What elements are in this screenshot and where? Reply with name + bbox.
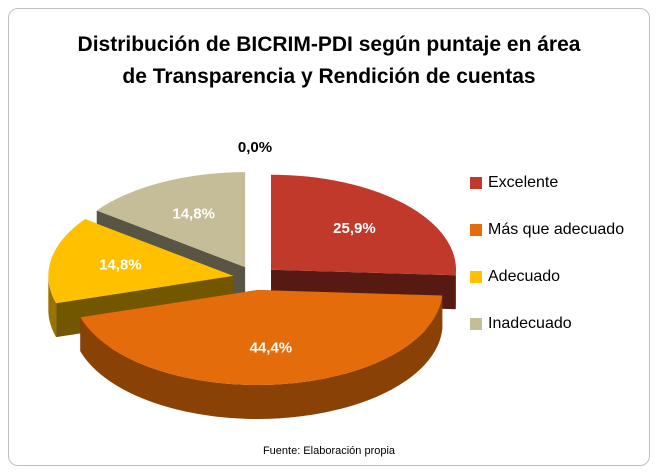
data-label: 0,0% [238,139,272,156]
legend-label: Inadecuado [488,315,572,332]
pie-slice [80,290,443,420]
legend-swatch [470,318,482,330]
slice-top [96,172,246,268]
slice-wall [48,275,57,338]
data-label: 44,4% [250,339,293,356]
slice-top [80,290,443,386]
slice-top [271,174,457,276]
slice-top [48,219,234,304]
legend-swatch [470,271,482,283]
legend-label: Más que adecuado [488,221,624,238]
source-note: Fuente: Elaboración propia [262,445,396,457]
data-label: 25,9% [333,220,376,237]
data-label: 14,8% [172,206,215,223]
legend-swatch [470,177,482,189]
chart-title: Distribución de BICRIM-PDI según puntaje… [77,33,581,88]
legend-swatch [470,224,482,236]
pie-slice [271,174,457,310]
data-label: 14,8% [99,257,142,274]
legend-label: Excelente [488,174,558,191]
slice-wall [80,295,443,420]
legend-label: Adecuado [488,268,560,285]
